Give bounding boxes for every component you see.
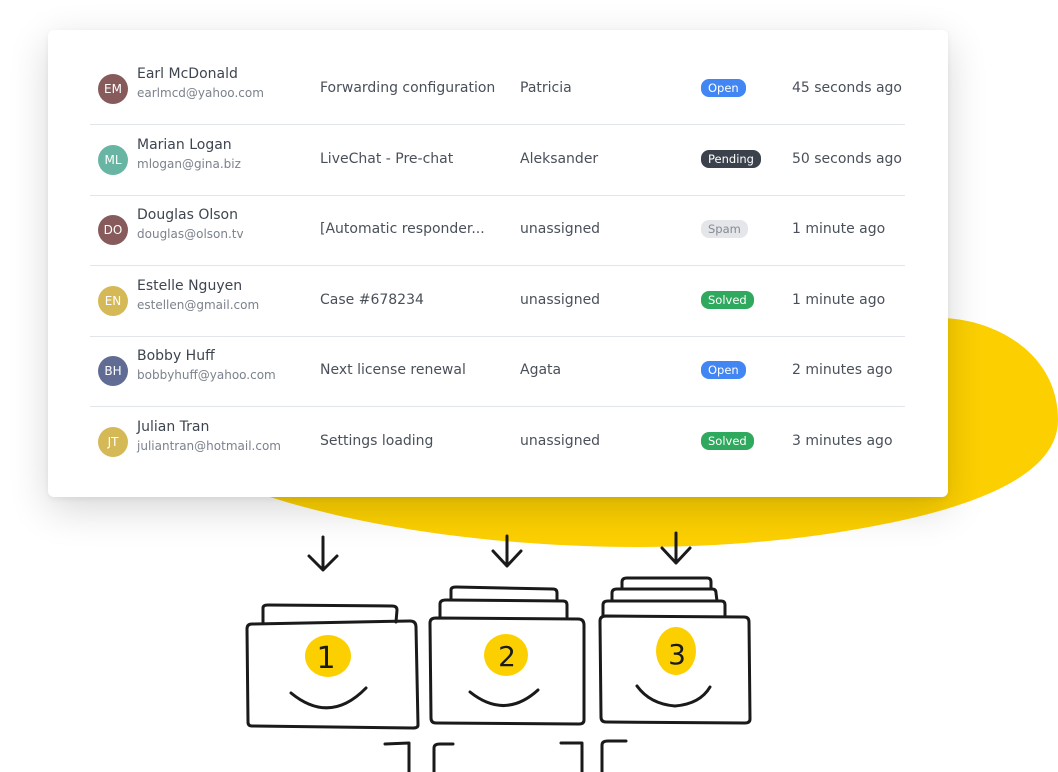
ticket-subject[interactable]: Forwarding configuration [320, 80, 496, 96]
queue-number-3: 3 [668, 638, 686, 671]
assigned-agent: Agata [520, 362, 562, 378]
customer-email: estellen@gmail.com [137, 297, 260, 312]
status-badge: Spam [701, 220, 748, 238]
ticket-row[interactable]: EM Earl McDonald earlmcd@yahoo.com Forwa… [90, 54, 905, 125]
ticket-subject[interactable]: [Automatic responder... [320, 221, 485, 237]
inbox-stack-2 [428, 585, 586, 726]
customer-name: Estelle Nguyen [137, 277, 243, 294]
ticket-subject[interactable]: Settings loading [320, 432, 434, 449]
ticket-row[interactable]: BH Bobby Huff bobbyhuff@yahoo.com Next l… [90, 336, 905, 407]
inbox-stack-1 [245, 603, 420, 730]
ticket-time: 1 minute ago [792, 291, 886, 308]
customer-email: juliantran@hotmail.com [137, 438, 281, 453]
ticket-row[interactable]: ML Marian Logan mlogan@gina.biz LiveChat… [90, 125, 905, 196]
assigned-agent: Aleksander [520, 150, 599, 167]
avatar: JT [98, 426, 128, 457]
ticket-row[interactable]: DO Douglas Olson douglas@olson.tv [Autom… [90, 195, 905, 266]
avatar: BH [98, 356, 128, 386]
customer-name: Earl McDonald [137, 66, 238, 82]
customer-name: Bobby Huff [137, 348, 215, 364]
ticket-subject[interactable]: Next license renewal [320, 362, 466, 378]
assigned-agent: unassigned [520, 291, 601, 308]
customer-name: Marian Logan [137, 136, 232, 153]
arrow-down-icon [491, 534, 523, 568]
assigned-agent: Patricia [520, 80, 572, 96]
arrow-down-icon [307, 535, 339, 572]
ticket-time: 1 minute ago [792, 221, 886, 237]
ticket-time: 3 minutes ago [792, 432, 893, 449]
ticket-row[interactable]: JT Julian Tran juliantran@hotmail.com Se… [90, 407, 905, 477]
status-badge: Open [701, 361, 746, 379]
status-badge: Solved [701, 290, 754, 309]
status-badge: Solved [701, 431, 754, 450]
connector-lines-decoration [383, 739, 628, 772]
customer-email: mlogan@gina.biz [137, 156, 241, 171]
avatar: EM [98, 74, 128, 104]
avatar: DO [98, 215, 128, 245]
customer-email: bobbyhuff@yahoo.com [137, 368, 276, 382]
inbox-stack-3 [598, 576, 752, 725]
assigned-agent: unassigned [520, 221, 601, 237]
queue-number-2: 2 [498, 640, 516, 673]
ticket-row[interactable]: EN Estelle Nguyen estellen@gmail.com Cas… [90, 266, 905, 337]
ticket-subject[interactable]: Case #678234 [320, 291, 424, 308]
customer-name: Douglas Olson [137, 207, 238, 223]
customer-email: earlmcd@yahoo.com [137, 86, 264, 100]
ticket-time: 50 seconds ago [792, 150, 902, 167]
ticket-list-card: EM Earl McDonald earlmcd@yahoo.com Forwa… [48, 30, 948, 497]
ticket-subject[interactable]: LiveChat - Pre-chat [320, 150, 454, 167]
status-badge: Pending [701, 149, 761, 168]
avatar: EN [98, 285, 128, 316]
customer-email: douglas@olson.tv [137, 227, 244, 241]
avatar: ML [98, 144, 128, 175]
ticket-time: 2 minutes ago [792, 362, 893, 378]
status-badge: Open [701, 79, 746, 97]
ticket-time: 45 seconds ago [792, 80, 902, 96]
arrow-down-icon [660, 531, 692, 565]
queue-number-1: 1 [316, 641, 335, 676]
customer-name: Julian Tran [137, 418, 210, 435]
assigned-agent: unassigned [520, 432, 601, 449]
